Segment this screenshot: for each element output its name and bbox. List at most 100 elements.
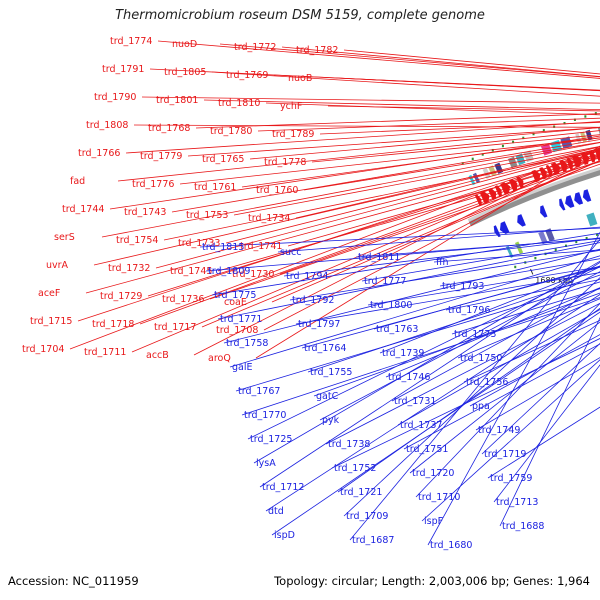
reverse-leader-line bbox=[361, 240, 600, 282]
forward-leader-line bbox=[141, 96, 600, 104]
forward-leader-line bbox=[171, 139, 600, 213]
reverse-leader-line bbox=[199, 227, 600, 248]
reverse-leader-line bbox=[451, 288, 600, 335]
reverse-gene bbox=[582, 189, 592, 202]
forward-gene-label: trd_1730 bbox=[232, 269, 274, 280]
forward-gene-label: trd_1791 bbox=[102, 64, 144, 75]
reverse-gene-label: trd_1764 bbox=[304, 343, 346, 354]
reverse-gene-label: trd_1758 bbox=[226, 338, 268, 349]
reverse-gene-label: trd_1739 bbox=[382, 348, 424, 359]
reverse-gene-label: trd_1749 bbox=[478, 425, 520, 436]
forward-gene-label: trd_1769 bbox=[226, 70, 268, 81]
reverse-gene-label: trd_1770 bbox=[244, 410, 286, 421]
forward-leader-line bbox=[225, 148, 600, 244]
reverse-gene-label: trd_1793 bbox=[442, 281, 484, 292]
reverse-gene-label: pyk bbox=[322, 415, 340, 426]
reverse-leader-line bbox=[235, 281, 600, 392]
reverse-leader-line bbox=[445, 279, 600, 311]
outer-dot bbox=[532, 132, 535, 136]
reverse-gene-label: trd_1797 bbox=[298, 319, 340, 330]
outer-dot bbox=[471, 157, 474, 161]
reverse-gene-label: trd_1809 bbox=[208, 266, 250, 277]
forward-gene-label: trd_1778 bbox=[264, 157, 306, 168]
forward-gene-label: trd_1741 bbox=[240, 241, 282, 252]
reverse-leader-line bbox=[277, 226, 600, 253]
reverse-gene-label: trd_1759 bbox=[490, 473, 532, 484]
outer-dot bbox=[461, 162, 464, 165]
forward-leader-line bbox=[219, 43, 600, 78]
reverse-leader-line bbox=[253, 260, 600, 464]
forward-gene-label: trd_1790 bbox=[94, 92, 136, 103]
forward-leader-line bbox=[281, 46, 600, 77]
forward-gene-label: trd_1718 bbox=[92, 319, 134, 330]
forward-leader-line bbox=[69, 147, 600, 350]
forward-gene-label: trd_1765 bbox=[202, 154, 244, 165]
reverse-gene-label: ppa bbox=[472, 401, 490, 412]
outer-dot bbox=[501, 144, 504, 148]
forward-gene-label: trd_1729 bbox=[100, 291, 142, 302]
reverse-gene-label: trd_1800 bbox=[370, 300, 412, 311]
reverse-gene bbox=[574, 192, 584, 205]
reverse-gene-label: lysA bbox=[256, 458, 276, 469]
reverse-gene-label: trd_1720 bbox=[412, 468, 454, 479]
reverse-leader-line bbox=[289, 249, 600, 301]
outer-dot bbox=[481, 153, 484, 156]
reverse-leader-line bbox=[403, 343, 600, 450]
forward-gene-label: trd_1761 bbox=[194, 182, 236, 193]
outer-dot bbox=[594, 112, 597, 115]
forward-leader-line bbox=[327, 105, 600, 112]
forward-gene-label: serS bbox=[54, 232, 75, 243]
reverse-gene bbox=[517, 214, 526, 227]
reverse-gene-label: trd_1731 bbox=[394, 396, 436, 407]
forward-gene-label: nuoB bbox=[288, 73, 312, 84]
inner-dot bbox=[514, 265, 517, 269]
forward-gene-label: nuoD bbox=[172, 39, 197, 50]
forward-leader-line bbox=[93, 148, 600, 266]
reverse-gene-label: trd_1755 bbox=[310, 367, 352, 378]
forward-leader-line bbox=[163, 150, 600, 241]
reverse-gene bbox=[493, 225, 501, 238]
forward-leader-line bbox=[249, 127, 600, 160]
reverse-gene-label: trd_1687 bbox=[352, 535, 394, 546]
reverse-leader-line bbox=[343, 277, 600, 517]
forward-leader-line bbox=[125, 121, 600, 154]
forward-leader-line bbox=[271, 160, 600, 303]
reverse-leader-line bbox=[385, 287, 600, 378]
forward-gene-label: trd_1711 bbox=[84, 347, 126, 358]
reverse-gene-label: trd_1771 bbox=[220, 314, 262, 325]
outer-dot bbox=[491, 148, 494, 152]
reverse-gene-label: trd_1709 bbox=[346, 511, 388, 522]
forward-gene-label: trd_1772 bbox=[234, 42, 276, 53]
forward-gene-label: trd_1779 bbox=[140, 151, 182, 162]
forward-leader-line bbox=[241, 137, 600, 188]
reverse-leader-line bbox=[313, 292, 600, 397]
reverse-leader-line bbox=[349, 238, 600, 541]
reverse-gene-label: trd_1775 bbox=[214, 290, 256, 301]
forward-gene-label: trd_1805 bbox=[164, 67, 206, 78]
reverse-gene-label: trd_1719 bbox=[484, 449, 526, 460]
inner-dot bbox=[585, 237, 588, 240]
forward-gene-label: trd_1810 bbox=[218, 98, 260, 109]
tick-mark bbox=[530, 268, 534, 275]
reverse-leader-line bbox=[415, 302, 600, 498]
map-title: Thermomicrobium roseum DSM 5159, complet… bbox=[115, 8, 485, 23]
forward-gene-label: fad bbox=[70, 176, 85, 187]
forward-gene-label: uvrA bbox=[46, 260, 69, 271]
reverse-leader-line bbox=[205, 237, 600, 272]
reverse-leader-line bbox=[211, 232, 600, 296]
label-leader-lines bbox=[69, 40, 600, 546]
reverse-gene-label: trd_1751 bbox=[406, 444, 448, 455]
reverse-gene-label: trd_1752 bbox=[334, 463, 376, 474]
reverse-gene-label: trd_1737 bbox=[400, 420, 442, 431]
inner-dot bbox=[564, 244, 567, 247]
reverse-leader-line bbox=[463, 319, 600, 383]
forward-leader-line bbox=[217, 161, 600, 272]
forward-leader-line bbox=[295, 146, 600, 219]
forward-gene-label: trd_1744 bbox=[62, 204, 104, 215]
forward-leader-line bbox=[193, 147, 600, 356]
reverse-leader-line bbox=[301, 266, 600, 349]
forward-leader-line bbox=[131, 153, 600, 353]
forward-gene-label: trd_1734 bbox=[248, 213, 290, 224]
reverse-gene-label: ffh bbox=[436, 257, 449, 268]
